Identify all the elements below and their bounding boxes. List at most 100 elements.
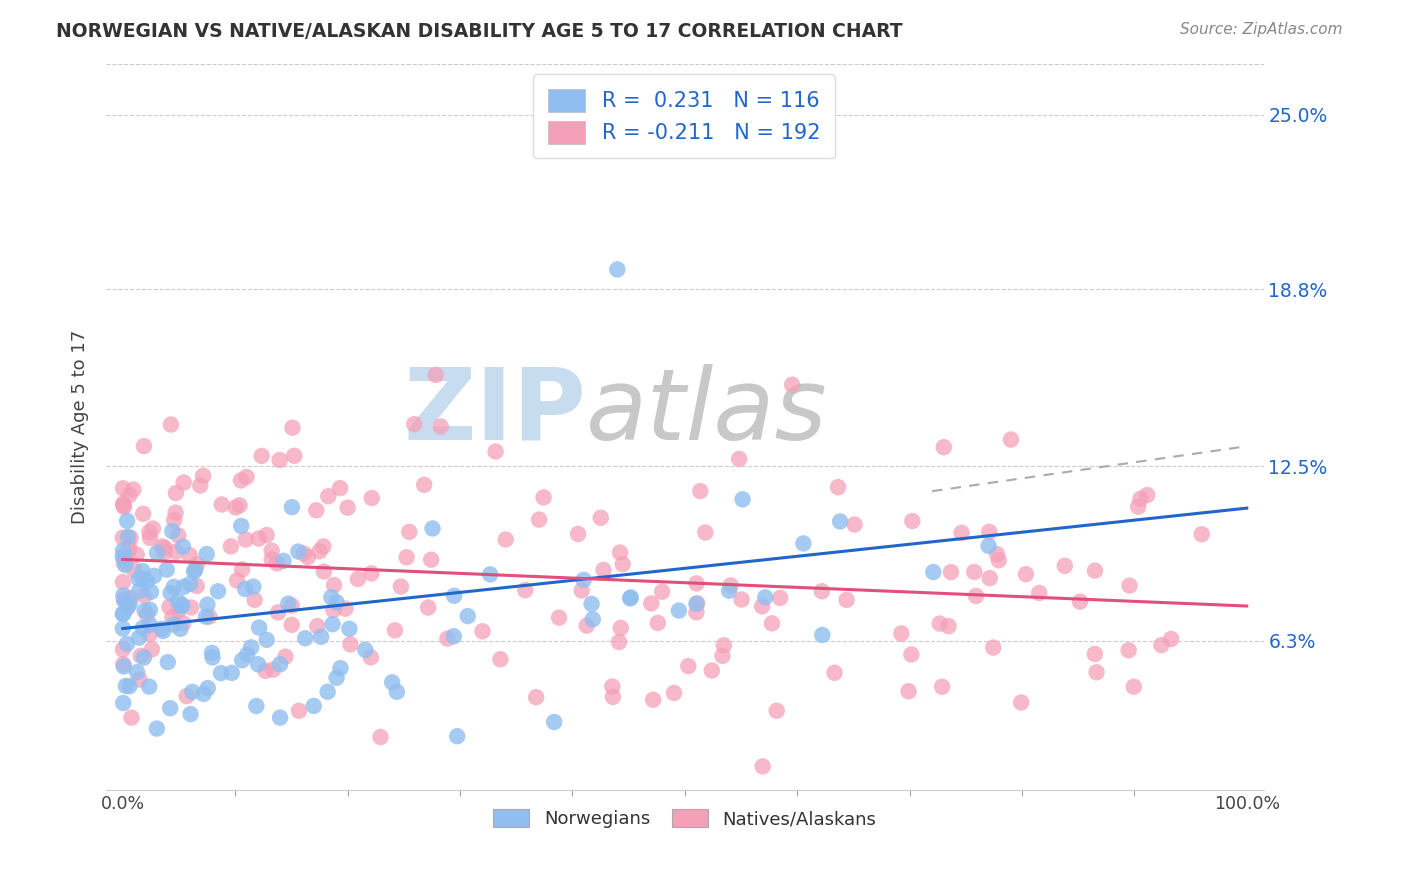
Point — [274, 649, 297, 664]
Point — [316, 684, 339, 698]
Point — [1118, 643, 1140, 657]
Point — [620, 591, 643, 605]
Point — [112, 593, 135, 607]
Point — [117, 530, 139, 544]
Point — [111, 531, 134, 545]
Point — [922, 565, 945, 579]
Point — [181, 685, 204, 699]
Point — [312, 565, 335, 579]
Point — [685, 605, 707, 619]
Point — [117, 599, 139, 614]
Point — [495, 533, 517, 547]
Point — [254, 664, 277, 678]
Point — [425, 368, 447, 382]
Point — [322, 617, 344, 632]
Point — [262, 663, 284, 677]
Point — [824, 665, 846, 680]
Point — [231, 519, 253, 533]
Point — [132, 650, 155, 665]
Point — [231, 653, 253, 667]
Point — [111, 642, 134, 657]
Point — [112, 659, 135, 673]
Point — [139, 585, 162, 599]
Point — [360, 491, 382, 505]
Point — [211, 498, 233, 512]
Point — [582, 612, 605, 626]
Point — [720, 578, 742, 592]
Point — [979, 524, 1001, 539]
Point — [1028, 586, 1050, 600]
Point — [172, 540, 194, 554]
Point — [201, 650, 224, 665]
Point — [287, 544, 309, 558]
Point — [651, 584, 673, 599]
Point — [131, 564, 153, 578]
Point — [143, 569, 166, 583]
Point — [305, 503, 328, 517]
Point — [169, 622, 191, 636]
Point — [619, 591, 641, 606]
Point — [404, 417, 426, 431]
Point — [207, 584, 229, 599]
Point — [527, 513, 550, 527]
Legend: Norwegians, Natives/Alaskans: Norwegians, Natives/Alaskans — [486, 802, 883, 835]
Point — [592, 563, 614, 577]
Point — [260, 552, 283, 566]
Point — [963, 565, 986, 579]
Point — [827, 480, 849, 494]
Point — [172, 598, 194, 612]
Point — [219, 539, 242, 553]
Point — [389, 580, 412, 594]
Point — [283, 449, 305, 463]
Point — [235, 470, 257, 484]
Point — [273, 554, 295, 568]
Point — [835, 593, 858, 607]
Point — [267, 605, 290, 619]
Point — [479, 567, 502, 582]
Point — [152, 624, 174, 639]
Point — [118, 488, 141, 502]
Point — [117, 601, 139, 615]
Point — [114, 679, 136, 693]
Point — [844, 517, 866, 532]
Point — [132, 621, 155, 635]
Point — [609, 621, 631, 635]
Point — [901, 514, 924, 528]
Point — [422, 521, 444, 535]
Point — [153, 541, 176, 555]
Point — [1136, 488, 1159, 502]
Point — [228, 498, 250, 512]
Point — [141, 642, 163, 657]
Point — [292, 547, 315, 561]
Point — [118, 596, 141, 610]
Point — [250, 449, 273, 463]
Point — [420, 552, 443, 566]
Point — [695, 525, 717, 540]
Point — [571, 583, 593, 598]
Point — [429, 419, 451, 434]
Point — [111, 549, 134, 564]
Point — [900, 648, 922, 662]
Point — [446, 729, 468, 743]
Point — [811, 628, 834, 642]
Point — [173, 475, 195, 490]
Point — [167, 528, 190, 542]
Point — [160, 417, 183, 432]
Point — [226, 574, 249, 588]
Point — [112, 543, 135, 558]
Point — [120, 531, 142, 545]
Point — [112, 551, 135, 566]
Point — [112, 556, 135, 570]
Point — [132, 439, 155, 453]
Point — [112, 588, 135, 602]
Point — [132, 572, 155, 586]
Y-axis label: Disability Age 5 to 17: Disability Age 5 to 17 — [72, 330, 89, 524]
Point — [765, 704, 787, 718]
Point — [308, 544, 330, 558]
Point — [269, 711, 291, 725]
Point — [247, 657, 270, 672]
Point — [165, 545, 187, 559]
Point — [322, 603, 344, 617]
Point — [728, 451, 751, 466]
Point — [325, 595, 347, 609]
